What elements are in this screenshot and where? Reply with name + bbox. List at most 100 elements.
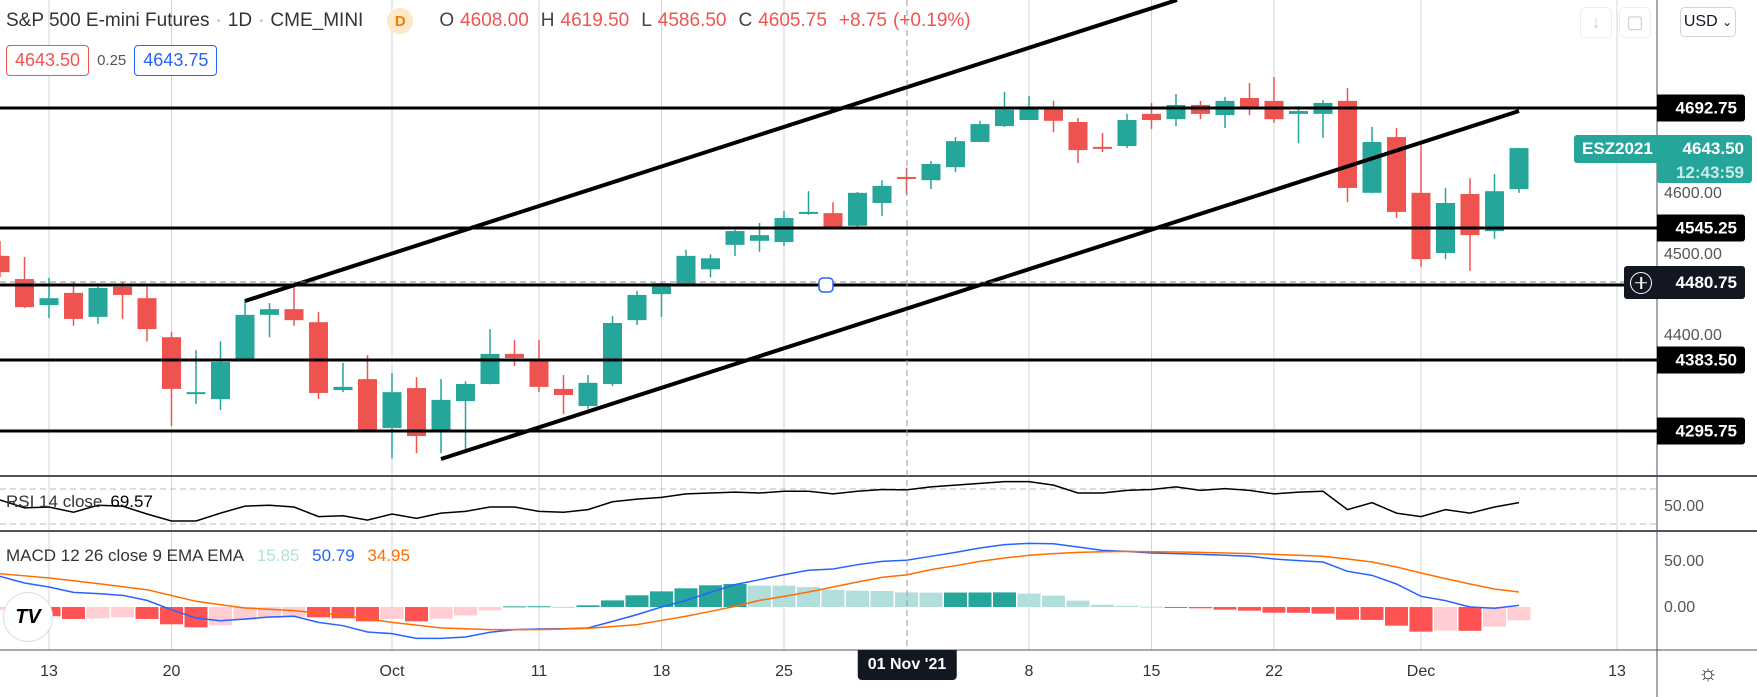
candle-body [1338,100,1357,188]
candle [505,340,524,367]
macd-histogram-bar [846,590,869,607]
candle-body [382,392,402,428]
macd-histogram-bar [650,591,673,607]
candle-body [1460,194,1480,236]
macd-histogram-bar [135,607,159,619]
candle-body [872,185,892,203]
time-label: Dec [1406,663,1436,680]
candle [113,281,132,319]
buy-button[interactable]: 4643.75 [134,45,218,76]
last-price: 4643.50 [1682,139,1744,158]
candle [872,180,892,217]
candle-body [0,255,10,273]
sell-button[interactable]: 4643.50 [6,45,90,76]
macd-histogram-bar [993,592,1016,607]
candle-body [897,176,916,179]
macd-signal-line [0,550,1520,631]
candle [1289,106,1308,144]
candle-body [88,288,108,317]
candle-body [652,283,671,295]
candle [946,137,965,173]
exchange: CME_MINI [270,10,364,31]
last-price-label: ESZ2021 4643.50 [1574,135,1752,163]
candle [1068,117,1088,164]
candle [652,283,671,317]
delayed-data-badge[interactable]: D [387,8,414,34]
candle-body [505,353,524,358]
close-label: C [738,10,753,31]
candle [211,341,230,411]
macd-histogram-bar [478,607,502,611]
candle-body [407,388,426,437]
channel-upper-line[interactable] [244,0,1178,303]
candle [407,377,426,454]
candle [848,192,867,227]
symbol-header: S&P 500 E-mini Futures · 1D · CME_MINI D… [6,8,971,34]
candle-body [162,337,181,389]
tradingview-logo-icon[interactable]: TV [3,592,53,642]
level-label[interactable]: 4692.75 [1657,94,1745,122]
candle [358,355,377,432]
candle-body [603,322,622,385]
candle [333,362,353,393]
candle [1387,128,1406,219]
plus-icon[interactable] [1630,271,1652,294]
level-label[interactable]: 4295.75 [1657,417,1745,445]
rsi-legend[interactable]: RSI 14 close 69.57 [6,492,161,512]
macd-histogram-bar [282,607,306,618]
interval[interactable]: 1D [227,10,253,31]
currency-label: USD [1683,13,1718,30]
macd-histogram-bar [1385,607,1408,626]
candle [284,286,304,326]
level-label[interactable]: 4383.50 [1657,346,1745,374]
channel-lower-line[interactable] [440,109,1520,461]
candle-body [970,124,990,142]
price-tick: 4600.00 [1664,185,1722,202]
macd-histogram-bar [919,592,943,607]
candle [823,202,843,228]
candle-body [750,235,769,241]
candle-body [137,298,157,330]
time-label: 18 [652,663,671,680]
macd-histogram-bar [699,585,722,607]
settings-gear-icon[interactable]: ☼ [1698,660,1719,685]
macd-histogram-bar [968,592,992,607]
candle [603,316,622,387]
high-value: 4619.50 [560,10,630,31]
macd-histogram-bar [1311,607,1335,614]
macd-histogram-bar [429,607,453,619]
low-value: 4586.50 [657,10,727,31]
macd-histogram-bar [1458,607,1482,631]
candle [725,229,745,256]
candle-body [1411,192,1431,260]
level-label[interactable]: 4545.25 [1657,214,1745,242]
crosshair-price-label[interactable]: 4480.75 [1624,266,1745,299]
candle-body [701,258,720,270]
candle [799,191,818,215]
square-icon[interactable]: ▢ [1619,7,1651,38]
change-value: +8.75 [838,10,887,31]
candle-body [1264,100,1284,120]
candle-body [1093,146,1112,149]
drawing-handle[interactable] [818,277,834,293]
macd-histogram-bar [1066,600,1090,607]
macd-histogram-bar [209,607,232,626]
arrow-down-icon[interactable]: ↓ [1580,7,1612,38]
macd-histogram-bar [331,607,355,619]
trade-row: 4643.50 0.25 4643.75 [6,45,218,76]
candle-body [1485,191,1504,232]
symbol-name[interactable]: S&P 500 E-mini Futures [6,10,210,31]
macd-histogram-bar [233,607,257,621]
currency-dropdown[interactable]: USD ⌄ [1680,7,1736,37]
macd-histogram-bar [552,606,575,608]
candle-body [431,399,451,430]
macd-histogram-bar [1017,593,1041,607]
candle-body [211,362,230,400]
macd-legend[interactable]: MACD 12 26 close 9 EMA EMA 15.85 50.79 3… [6,546,418,566]
rsi-label: RSI 14 close [6,492,103,511]
candle [1264,76,1284,123]
low-label: L [641,10,652,31]
candle [1313,100,1333,138]
macd-histogram-bar [405,607,428,622]
